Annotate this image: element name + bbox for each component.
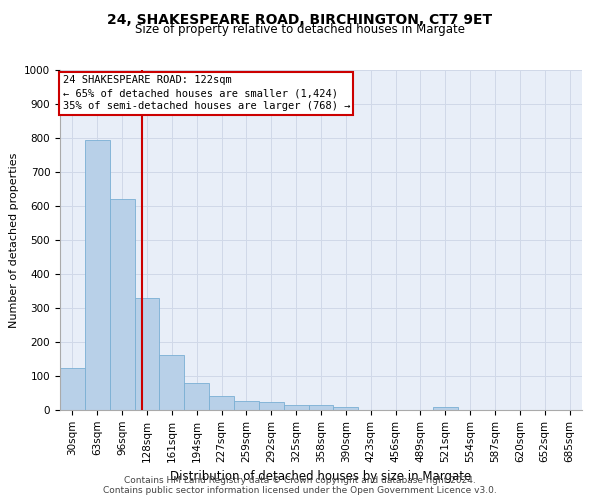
Bar — [334, 408, 358, 410]
Text: 24 SHAKESPEARE ROAD: 122sqm
← 65% of detached houses are smaller (1,424)
35% of : 24 SHAKESPEARE ROAD: 122sqm ← 65% of det… — [62, 75, 350, 112]
Bar — [85, 140, 110, 410]
Bar — [234, 401, 259, 410]
Bar — [308, 405, 334, 410]
Text: Contains public sector information licensed under the Open Government Licence v3: Contains public sector information licen… — [103, 486, 497, 495]
Y-axis label: Number of detached properties: Number of detached properties — [8, 152, 19, 328]
Bar — [259, 402, 284, 410]
Bar — [184, 384, 209, 410]
Bar — [60, 368, 85, 410]
Bar — [284, 405, 308, 410]
Bar — [110, 199, 134, 410]
Text: 24, SHAKESPEARE ROAD, BIRCHINGTON, CT7 9ET: 24, SHAKESPEARE ROAD, BIRCHINGTON, CT7 9… — [107, 12, 493, 26]
Bar — [209, 396, 234, 410]
Text: Contains HM Land Registry data © Crown copyright and database right 2024.: Contains HM Land Registry data © Crown c… — [124, 476, 476, 485]
Bar — [433, 408, 458, 410]
Bar — [160, 355, 184, 410]
X-axis label: Distribution of detached houses by size in Margate: Distribution of detached houses by size … — [170, 470, 472, 483]
Bar — [134, 298, 160, 410]
Text: Size of property relative to detached houses in Margate: Size of property relative to detached ho… — [135, 22, 465, 36]
